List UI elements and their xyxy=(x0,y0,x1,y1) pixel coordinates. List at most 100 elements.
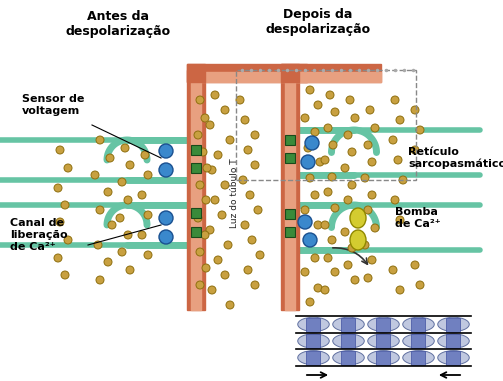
Circle shape xyxy=(416,281,424,289)
Circle shape xyxy=(221,106,229,114)
Bar xyxy=(377,351,390,365)
Circle shape xyxy=(244,146,252,154)
Bar xyxy=(191,145,201,155)
Circle shape xyxy=(366,106,374,114)
Circle shape xyxy=(221,181,229,189)
Ellipse shape xyxy=(368,334,399,348)
Circle shape xyxy=(361,174,369,182)
Ellipse shape xyxy=(403,351,434,365)
Circle shape xyxy=(201,114,209,122)
Circle shape xyxy=(91,171,99,179)
Circle shape xyxy=(124,231,132,239)
Circle shape xyxy=(196,281,204,289)
Circle shape xyxy=(251,281,259,289)
Circle shape xyxy=(368,256,376,264)
Ellipse shape xyxy=(333,351,364,365)
Circle shape xyxy=(301,206,309,214)
Bar xyxy=(447,334,461,348)
Circle shape xyxy=(328,173,336,181)
Circle shape xyxy=(389,136,397,144)
Circle shape xyxy=(311,128,319,136)
Bar xyxy=(342,317,356,332)
Circle shape xyxy=(144,251,152,259)
Circle shape xyxy=(344,131,352,139)
Text: Bomba
de Ca²⁺: Bomba de Ca²⁺ xyxy=(395,207,441,229)
Circle shape xyxy=(411,106,419,114)
Ellipse shape xyxy=(298,351,329,365)
Circle shape xyxy=(118,178,126,186)
Bar xyxy=(411,317,426,332)
Text: Canal de
liberação
de Ca²⁺: Canal de liberação de Ca²⁺ xyxy=(10,218,67,251)
Circle shape xyxy=(144,211,152,219)
Circle shape xyxy=(361,241,369,249)
Circle shape xyxy=(206,121,214,129)
Ellipse shape xyxy=(403,317,434,331)
Circle shape xyxy=(196,181,204,189)
Circle shape xyxy=(321,286,329,294)
Circle shape xyxy=(208,166,216,174)
Bar xyxy=(236,70,416,180)
Circle shape xyxy=(411,261,419,269)
Circle shape xyxy=(396,216,404,224)
Circle shape xyxy=(301,155,315,169)
Circle shape xyxy=(324,124,332,132)
Circle shape xyxy=(246,191,254,199)
Circle shape xyxy=(331,108,339,116)
Circle shape xyxy=(226,136,234,144)
Circle shape xyxy=(371,124,379,132)
Circle shape xyxy=(314,101,322,109)
Bar xyxy=(411,334,426,348)
Circle shape xyxy=(116,214,124,222)
Circle shape xyxy=(396,286,404,294)
Circle shape xyxy=(64,164,72,172)
Bar xyxy=(187,70,205,310)
Circle shape xyxy=(394,156,402,164)
Circle shape xyxy=(301,268,309,276)
Ellipse shape xyxy=(438,317,469,331)
Bar xyxy=(191,208,201,218)
Circle shape xyxy=(371,224,379,232)
Bar xyxy=(285,227,295,237)
Circle shape xyxy=(144,171,152,179)
Circle shape xyxy=(56,218,64,226)
Bar xyxy=(377,317,390,332)
Ellipse shape xyxy=(368,317,399,331)
Circle shape xyxy=(344,261,352,269)
Circle shape xyxy=(303,233,317,247)
Ellipse shape xyxy=(368,351,399,365)
Bar xyxy=(285,153,295,163)
Bar xyxy=(285,209,295,219)
Circle shape xyxy=(321,156,329,164)
Circle shape xyxy=(194,131,202,139)
Circle shape xyxy=(108,221,116,229)
Circle shape xyxy=(202,264,210,272)
Circle shape xyxy=(208,286,216,294)
Circle shape xyxy=(118,248,126,256)
Circle shape xyxy=(54,254,62,262)
Ellipse shape xyxy=(438,334,469,348)
Circle shape xyxy=(341,228,349,236)
Circle shape xyxy=(61,201,69,209)
Circle shape xyxy=(306,298,314,306)
Circle shape xyxy=(138,191,146,199)
Text: Sensor de
voltagem: Sensor de voltagem xyxy=(22,94,85,116)
Circle shape xyxy=(244,266,252,274)
Circle shape xyxy=(306,86,314,94)
Circle shape xyxy=(314,221,322,229)
Circle shape xyxy=(96,206,104,214)
Circle shape xyxy=(61,271,69,279)
Circle shape xyxy=(94,241,102,249)
Bar xyxy=(342,351,356,365)
Ellipse shape xyxy=(350,208,366,228)
Circle shape xyxy=(159,163,173,177)
Circle shape xyxy=(121,144,129,152)
Circle shape xyxy=(141,151,149,159)
Circle shape xyxy=(104,258,112,266)
Bar xyxy=(306,351,320,365)
Circle shape xyxy=(311,191,319,199)
Circle shape xyxy=(311,254,319,262)
Circle shape xyxy=(368,158,376,166)
Bar xyxy=(306,317,320,332)
Circle shape xyxy=(159,211,173,225)
Bar xyxy=(447,351,461,365)
